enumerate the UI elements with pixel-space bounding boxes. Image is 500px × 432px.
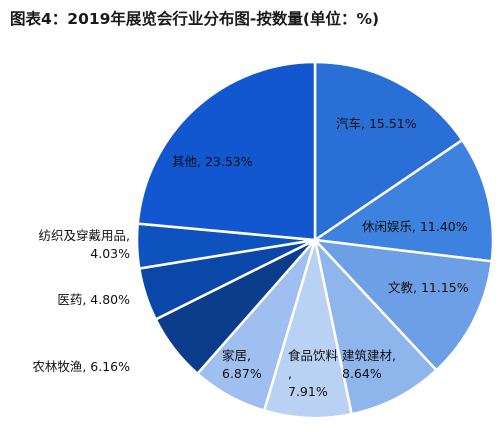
slice-label-4: 建筑建材, 8.64% [342,348,396,381]
pie-slice-10 [136,60,317,242]
pie-slice-1 [313,60,465,243]
pie-slice-2 [311,138,495,263]
pie-slice-4 [312,235,439,416]
slice-label-1: 汽车, 15.51% [336,116,417,131]
slice-label-8: 医药, 4.80% [57,292,130,307]
slice-label-9: 纺织及穿戴用品, 4.03% [39,228,131,261]
slice-label-7: 农林牧渔, 6.16% [32,359,130,374]
slice-label-6: 家居, 6.87% [222,348,262,381]
slice-label-2: 休闲娱乐, 11.40% [362,219,468,234]
slice-label-5: 食品饮料, 7.91% [288,348,339,399]
pie-slice-3 [311,238,494,372]
slice-label-10: 其他, 23.53% [172,154,253,169]
slice-label-3: 文教, 11.15% [388,280,469,295]
chart-title: 图表4：2019年展览会行业分布图-按数量(单位：%) [10,10,380,28]
